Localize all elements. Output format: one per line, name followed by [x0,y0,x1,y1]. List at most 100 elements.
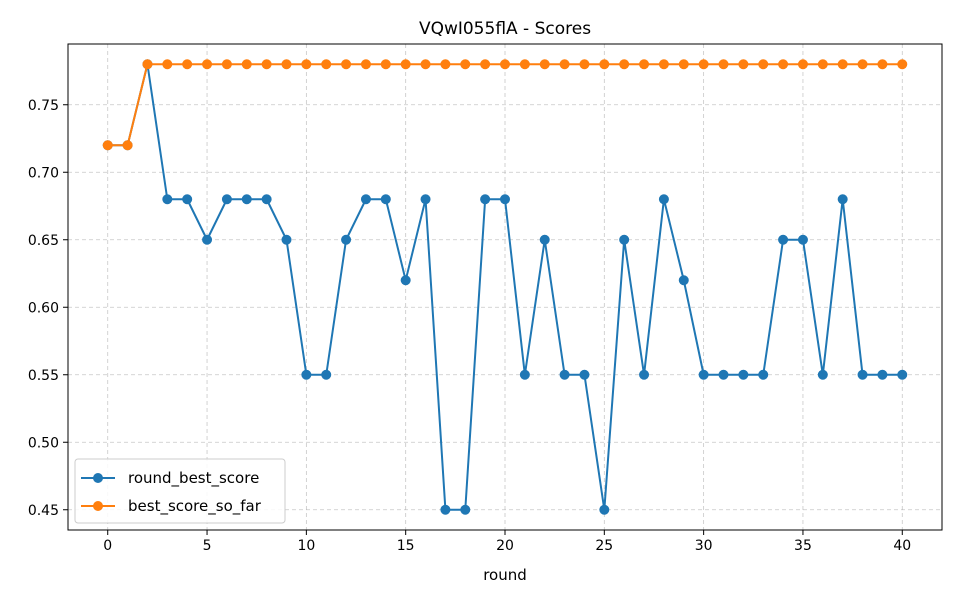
x-tick-label: 15 [397,538,415,554]
data-point [202,59,213,70]
data-point [579,369,590,380]
legend-box [74,458,286,524]
data-point [241,194,252,205]
data-point [698,59,709,70]
legend-label: best_score_so_far [128,497,262,516]
data-point [301,59,312,70]
data-point [500,59,510,70]
data-point [142,59,153,70]
y-tick-label: 0.65 [28,233,59,249]
data-point [639,59,650,70]
data-point [261,59,272,70]
data-point [837,194,848,205]
data-point [877,59,888,70]
data-point [182,59,193,70]
data-point [579,59,590,70]
data-point [658,194,669,205]
data-point [281,234,292,245]
y-tick-label: 0.55 [28,368,59,384]
data-point [778,234,789,245]
data-point [619,59,630,70]
x-tick-label: 25 [595,538,613,554]
data-point [360,59,371,70]
data-point [599,504,610,515]
data-point [400,275,411,286]
data-point [400,59,411,70]
data-point [797,234,808,245]
data-point [758,59,769,70]
series-best-score-so-far [102,59,908,151]
data-point [519,369,530,380]
data-point [162,194,173,205]
data-point [877,369,888,380]
data-point [440,59,451,70]
data-point [261,194,272,205]
y-tick-label: 0.45 [28,503,59,519]
data-point [182,194,193,205]
data-point [897,369,908,380]
data-point [539,234,550,245]
data-point [202,234,213,245]
data-point [658,59,669,70]
data-point [758,369,769,380]
data-point [380,194,391,205]
data-point [718,59,729,70]
data-point [817,59,828,70]
x-tick-label: 30 [695,538,713,554]
data-point [122,140,133,151]
x-tick-label: 0 [103,538,112,554]
data-point [380,59,391,70]
data-point [420,59,431,70]
chart-title: VQwI055flA - Scores [419,19,591,39]
y-tick-label: 0.75 [28,98,59,114]
data-point [639,369,650,380]
data-point [559,369,570,380]
data-point [738,369,749,380]
data-point [440,504,451,515]
x-axis-label: round [483,566,527,584]
data-point [539,59,550,70]
data-point [698,369,709,380]
data-point [321,369,332,380]
data-point [837,59,848,70]
data-point [519,59,530,70]
legend: round_best_score best_score_so_far [74,458,286,524]
series-layer [102,59,908,515]
x-tick-label: 10 [297,538,315,554]
data-point [857,369,868,380]
data-point [599,59,610,70]
data-point [420,194,431,205]
data-point [281,59,292,70]
x-tick-label: 35 [794,538,812,554]
data-point [480,194,491,205]
data-point [718,369,729,380]
data-point [778,59,789,70]
data-point [221,59,232,70]
data-point [321,59,332,70]
data-point [857,59,868,70]
y-tick-label: 0.50 [28,435,59,451]
data-point [678,59,689,70]
data-point [678,275,689,286]
legend-label: round_best_score [128,469,259,488]
data-point [797,59,808,70]
data-point [738,59,749,70]
x-tick-label: 20 [496,538,514,554]
data-point [897,59,908,70]
x-tick-label: 40 [893,538,911,554]
data-point [559,59,570,70]
data-point [817,369,828,380]
data-point [102,140,113,151]
data-point [500,194,510,205]
legend-marker [93,501,103,511]
y-tick-label: 0.60 [28,300,59,316]
data-point [460,59,471,70]
data-point [619,234,630,245]
data-point [341,234,352,245]
data-point [360,194,371,205]
data-point [341,59,352,70]
data-point [241,59,252,70]
data-point [460,504,471,515]
data-point [162,59,173,70]
